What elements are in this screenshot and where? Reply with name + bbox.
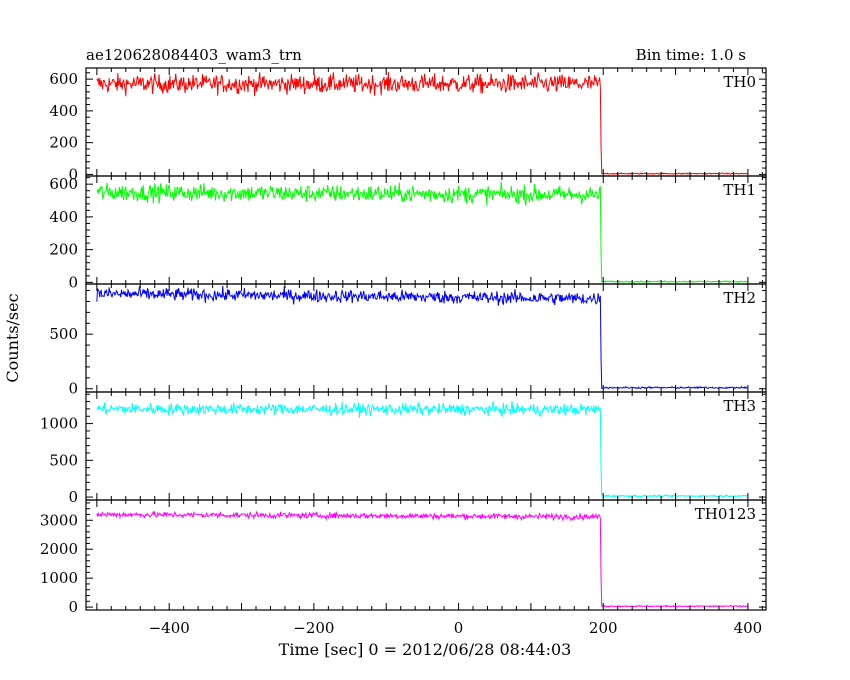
panel-th3: 0 500 1000 TH3 — [40, 391, 767, 506]
y-tick-label: 1000 — [40, 415, 78, 433]
x-axis-title: Time [sec] 0 = 2012/06/28 08:44:03 — [279, 640, 572, 659]
y-tick-label: 2000 — [40, 540, 78, 558]
y-tick-label: 400 — [49, 102, 78, 120]
panel-th2: 0 500 TH2 — [49, 283, 767, 398]
observation-title: ae120628084403_wam3_trn — [86, 46, 302, 64]
panel-label-th3: TH3 — [723, 397, 756, 415]
y-tick-label: 500 — [49, 325, 78, 343]
series-line-th1 — [96, 181, 749, 284]
y-tick-label: 400 — [49, 208, 78, 226]
panel-label-th2: TH2 — [723, 289, 756, 307]
panel-th0: 0 200 400 600 TH0 — [49, 67, 767, 183]
y-tick-label: 200 — [49, 134, 78, 152]
x-tick-label: 200 — [589, 619, 618, 637]
x-tick-label: 0 — [454, 619, 464, 637]
y-tick-label: 0 — [68, 488, 78, 506]
series-line-th0123 — [96, 510, 749, 608]
y-tick-label: 0 — [68, 273, 78, 291]
y-tick-label: 0 — [68, 165, 78, 183]
series-line-th0 — [96, 71, 749, 176]
x-tick-label: −200 — [293, 619, 334, 637]
panel-label-th0: TH0 — [723, 73, 756, 91]
y-tick-label: 3000 — [40, 511, 78, 529]
y-tick-label: 0 — [68, 380, 78, 398]
panel-th1: 0 200 400 600 TH1 — [49, 175, 767, 291]
panel-label-th0123: TH0123 — [695, 505, 756, 523]
x-tick-label: 400 — [734, 619, 763, 637]
y-tick-label: 600 — [49, 175, 78, 193]
series-line-th3 — [96, 400, 749, 499]
panel-label-th1: TH1 — [723, 181, 756, 199]
panel-th0123: 0 1000 2000 3000 TH0123 — [40, 499, 767, 616]
y-axis-title: Counts/sec — [3, 293, 22, 382]
y-tick-label: 0 — [68, 598, 78, 616]
series-line-th2 — [96, 285, 748, 390]
y-tick-label: 500 — [49, 451, 78, 469]
y-tick-label: 600 — [49, 70, 78, 88]
x-tick-label: −400 — [149, 619, 190, 637]
y-tick-label: 1000 — [40, 569, 78, 587]
bin-time-label: Bin time: 1.0 s — [636, 46, 746, 64]
panels: 0 200 400 600 TH0 0 200 400 600 TH1 0 500 TH2 0 500 100… — [40, 67, 767, 616]
x-axis: −400 −200 0 200 400 — [149, 619, 763, 637]
y-tick-label: 200 — [49, 241, 78, 259]
